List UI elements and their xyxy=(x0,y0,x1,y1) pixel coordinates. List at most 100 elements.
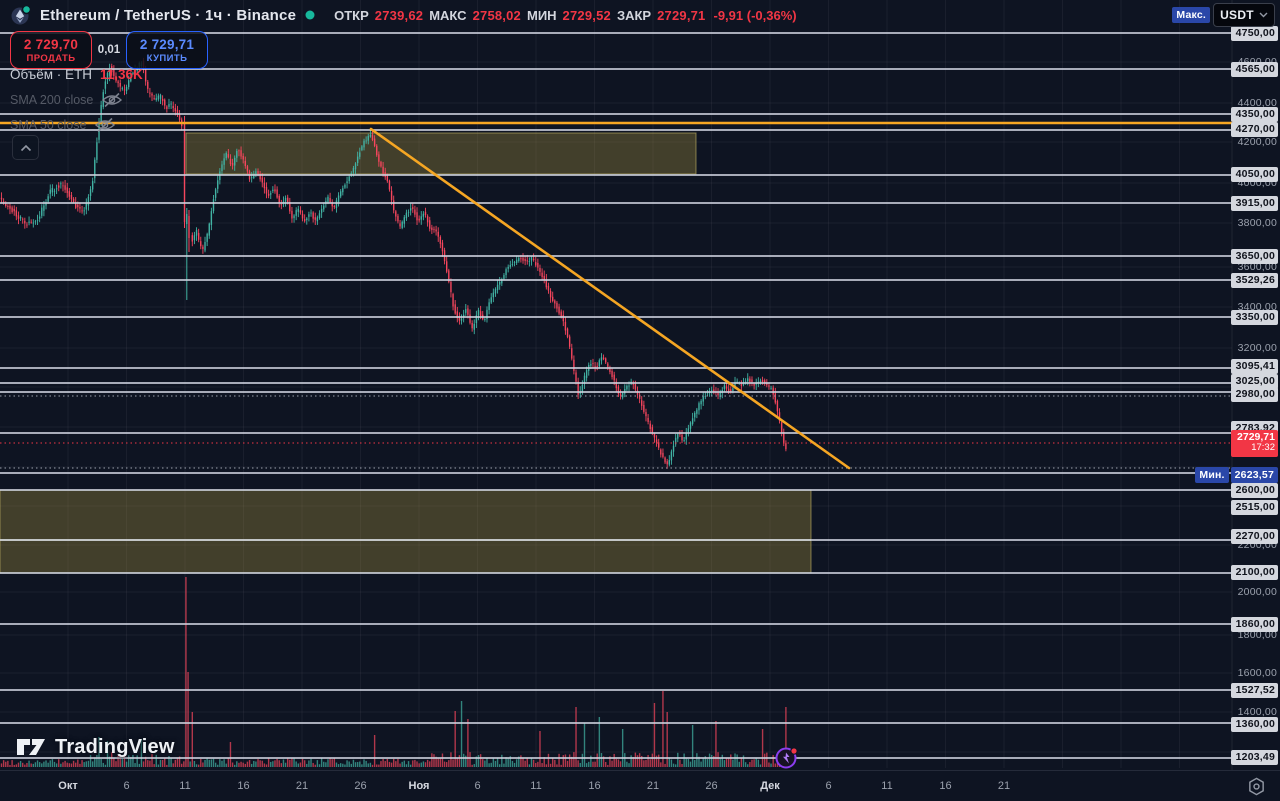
open-label: ОТКР xyxy=(334,7,369,23)
price-scale-tick: 4200,00 xyxy=(1237,136,1277,148)
price-chart-canvas[interactable] xyxy=(0,0,1280,770)
time-axis-day-label: 26 xyxy=(354,780,367,792)
spread-value: 0,01 xyxy=(97,44,121,56)
low-label: МИН xyxy=(526,7,557,23)
sma50-legend: SMA 50 close xyxy=(10,117,116,133)
high-value: 2758,02 xyxy=(472,7,521,23)
tradingview-logo-text: TradingView xyxy=(55,735,175,758)
price-line-label: 1360,00 xyxy=(1231,716,1278,732)
eye-off-icon[interactable] xyxy=(94,117,116,133)
time-axis-month-label: Дек xyxy=(760,780,780,792)
price-line-label: 4750,00 xyxy=(1231,25,1278,41)
market-status-icon[interactable] xyxy=(304,9,316,21)
sell-button[interactable]: 2 729,70 ПРОДАТЬ xyxy=(10,31,92,69)
levels-layer xyxy=(0,32,1232,759)
time-axis-month-label: Окт xyxy=(58,780,78,792)
low-value: 2729,52 xyxy=(562,7,611,23)
price-line-label: 2100,00 xyxy=(1231,564,1278,580)
price-scale-tick: 2000,00 xyxy=(1237,586,1277,598)
sma200-title: SMA 200 close xyxy=(10,93,94,107)
change-value: -9,91 (-0,36%) xyxy=(713,7,797,23)
close-value: 2729,71 xyxy=(657,7,706,23)
time-axis-day-label: 6 xyxy=(123,780,130,792)
price-line-label: 4270,00 xyxy=(1231,121,1278,137)
sell-price: 2 729,70 xyxy=(23,36,79,52)
current-price-label: 2729,71 17:32 xyxy=(1231,430,1278,457)
price-line-label: 3095,41 xyxy=(1231,358,1278,374)
price-line-label: 4565,00 xyxy=(1231,61,1278,77)
collapse-legend-button[interactable] xyxy=(12,135,39,160)
visible-low-marker: Мин. 2623,57 xyxy=(1195,467,1278,483)
buy-button[interactable]: 2 729,71 КУПИТЬ xyxy=(126,31,208,69)
time-axis-day-label: 6 xyxy=(474,780,481,792)
price-scale[interactable]: 2729,71 17:32 4600,004400,004200,004000,… xyxy=(1231,0,1280,770)
axis-settings-icon[interactable] xyxy=(1247,777,1266,796)
min-value: 2623,57 xyxy=(1230,467,1278,483)
price-line-label: 1203,49 xyxy=(1231,749,1278,765)
price-line-label: 4350,00 xyxy=(1231,106,1278,122)
currency-selector[interactable]: USDT xyxy=(1213,3,1275,27)
time-axis-day-label: 16 xyxy=(588,780,601,792)
currency-value: USDT xyxy=(1220,8,1254,22)
visible-high-marker: Макс. xyxy=(1172,7,1210,23)
time-axis-month-label: Ноя xyxy=(408,780,430,792)
chevron-up-icon xyxy=(20,144,31,151)
price-line-label: 2515,00 xyxy=(1231,499,1278,515)
price-line-label: 3025,00 xyxy=(1231,373,1278,389)
time-axis-day-label: 11 xyxy=(179,780,191,792)
volume-layer xyxy=(0,577,787,767)
tradingview-logo-icon xyxy=(17,739,45,755)
time-axis-day-label: 26 xyxy=(705,780,718,792)
time-axis[interactable]: Окт 6 11 16 21 26 Ноя 6 11 16 21 26 Дек 6 11 16 21 xyxy=(0,770,1280,801)
symbol-header: Ethereum / TetherUS · 1ч · Binance ОТКР … xyxy=(10,5,797,25)
event-marker-icon[interactable] xyxy=(772,742,802,772)
time-axis-day-label: 21 xyxy=(295,780,309,792)
time-axis-day-label: 6 xyxy=(825,780,832,792)
time-axis-day-label: 21 xyxy=(997,780,1011,792)
open-value: 2739,62 xyxy=(374,7,424,23)
price-line-label: 3529,26 xyxy=(1231,272,1278,288)
min-prefix: Мин. xyxy=(1195,467,1229,483)
chevron-down-icon xyxy=(1259,12,1268,18)
eye-off-icon[interactable] xyxy=(101,92,123,108)
time-axis-day-label: 21 xyxy=(646,780,660,792)
sell-label: ПРОДАТЬ xyxy=(26,52,76,64)
trendline-layer xyxy=(0,121,1232,470)
ohlc-readout: ОТКР 2739,62 МАКС 2758,02 МИН 2729,52 ЗА… xyxy=(334,8,796,23)
price-line-label: 3350,00 xyxy=(1231,309,1278,325)
price-scale-tick: 4400,00 xyxy=(1237,97,1277,109)
volume-value: 11,36K xyxy=(100,67,143,82)
bar-countdown: 17:32 xyxy=(1251,442,1275,453)
price-scale-tick: 1400,00 xyxy=(1237,706,1277,718)
time-axis-day-label: 11 xyxy=(881,780,893,792)
price-scale-tick: 3600,00 xyxy=(1237,261,1277,273)
price-scale-tick: 1600,00 xyxy=(1237,667,1277,679)
time-axis-day-label: 16 xyxy=(237,780,250,792)
volume-legend: Объём · ETH 11,36K xyxy=(10,67,143,82)
price-line-label: 2270,00 xyxy=(1231,528,1278,544)
tradingview-logo[interactable]: TradingView xyxy=(16,735,175,759)
price-line-label: 2980,00 xyxy=(1231,386,1278,402)
price-scale-tick: 3800,00 xyxy=(1237,217,1277,229)
buy-label: КУПИТЬ xyxy=(146,52,188,64)
grid-layer xyxy=(0,0,1233,770)
price-line-label: 1527,52 xyxy=(1231,682,1278,698)
price-scale-tick: 1800,00 xyxy=(1237,629,1277,641)
price-line-label: 2600,00 xyxy=(1231,482,1278,498)
price-line-label: 3650,00 xyxy=(1231,248,1278,264)
candles-layer xyxy=(0,57,787,469)
trade-panel: 2 729,70 ПРОДАТЬ 0,01 2 729,71 КУПИТЬ xyxy=(10,31,208,69)
symbol-title[interactable]: Ethereum / TetherUS · 1ч · Binance xyxy=(40,6,297,24)
price-line-label: 3915,00 xyxy=(1231,195,1278,211)
price-line-label: 1860,00 xyxy=(1231,616,1278,632)
current-price-value: 2729,71 xyxy=(1237,431,1275,443)
buy-price: 2 729,71 xyxy=(139,36,195,52)
time-axis-day-label: 16 xyxy=(939,780,952,792)
price-line-label: 4050,00 xyxy=(1231,166,1278,182)
price-scale-tick: 3200,00 xyxy=(1237,342,1277,354)
sma50-title: SMA 50 close xyxy=(10,118,87,132)
zones-layer xyxy=(0,132,812,574)
high-label: МАКС xyxy=(429,7,467,23)
time-axis-day-label: 11 xyxy=(530,780,542,792)
